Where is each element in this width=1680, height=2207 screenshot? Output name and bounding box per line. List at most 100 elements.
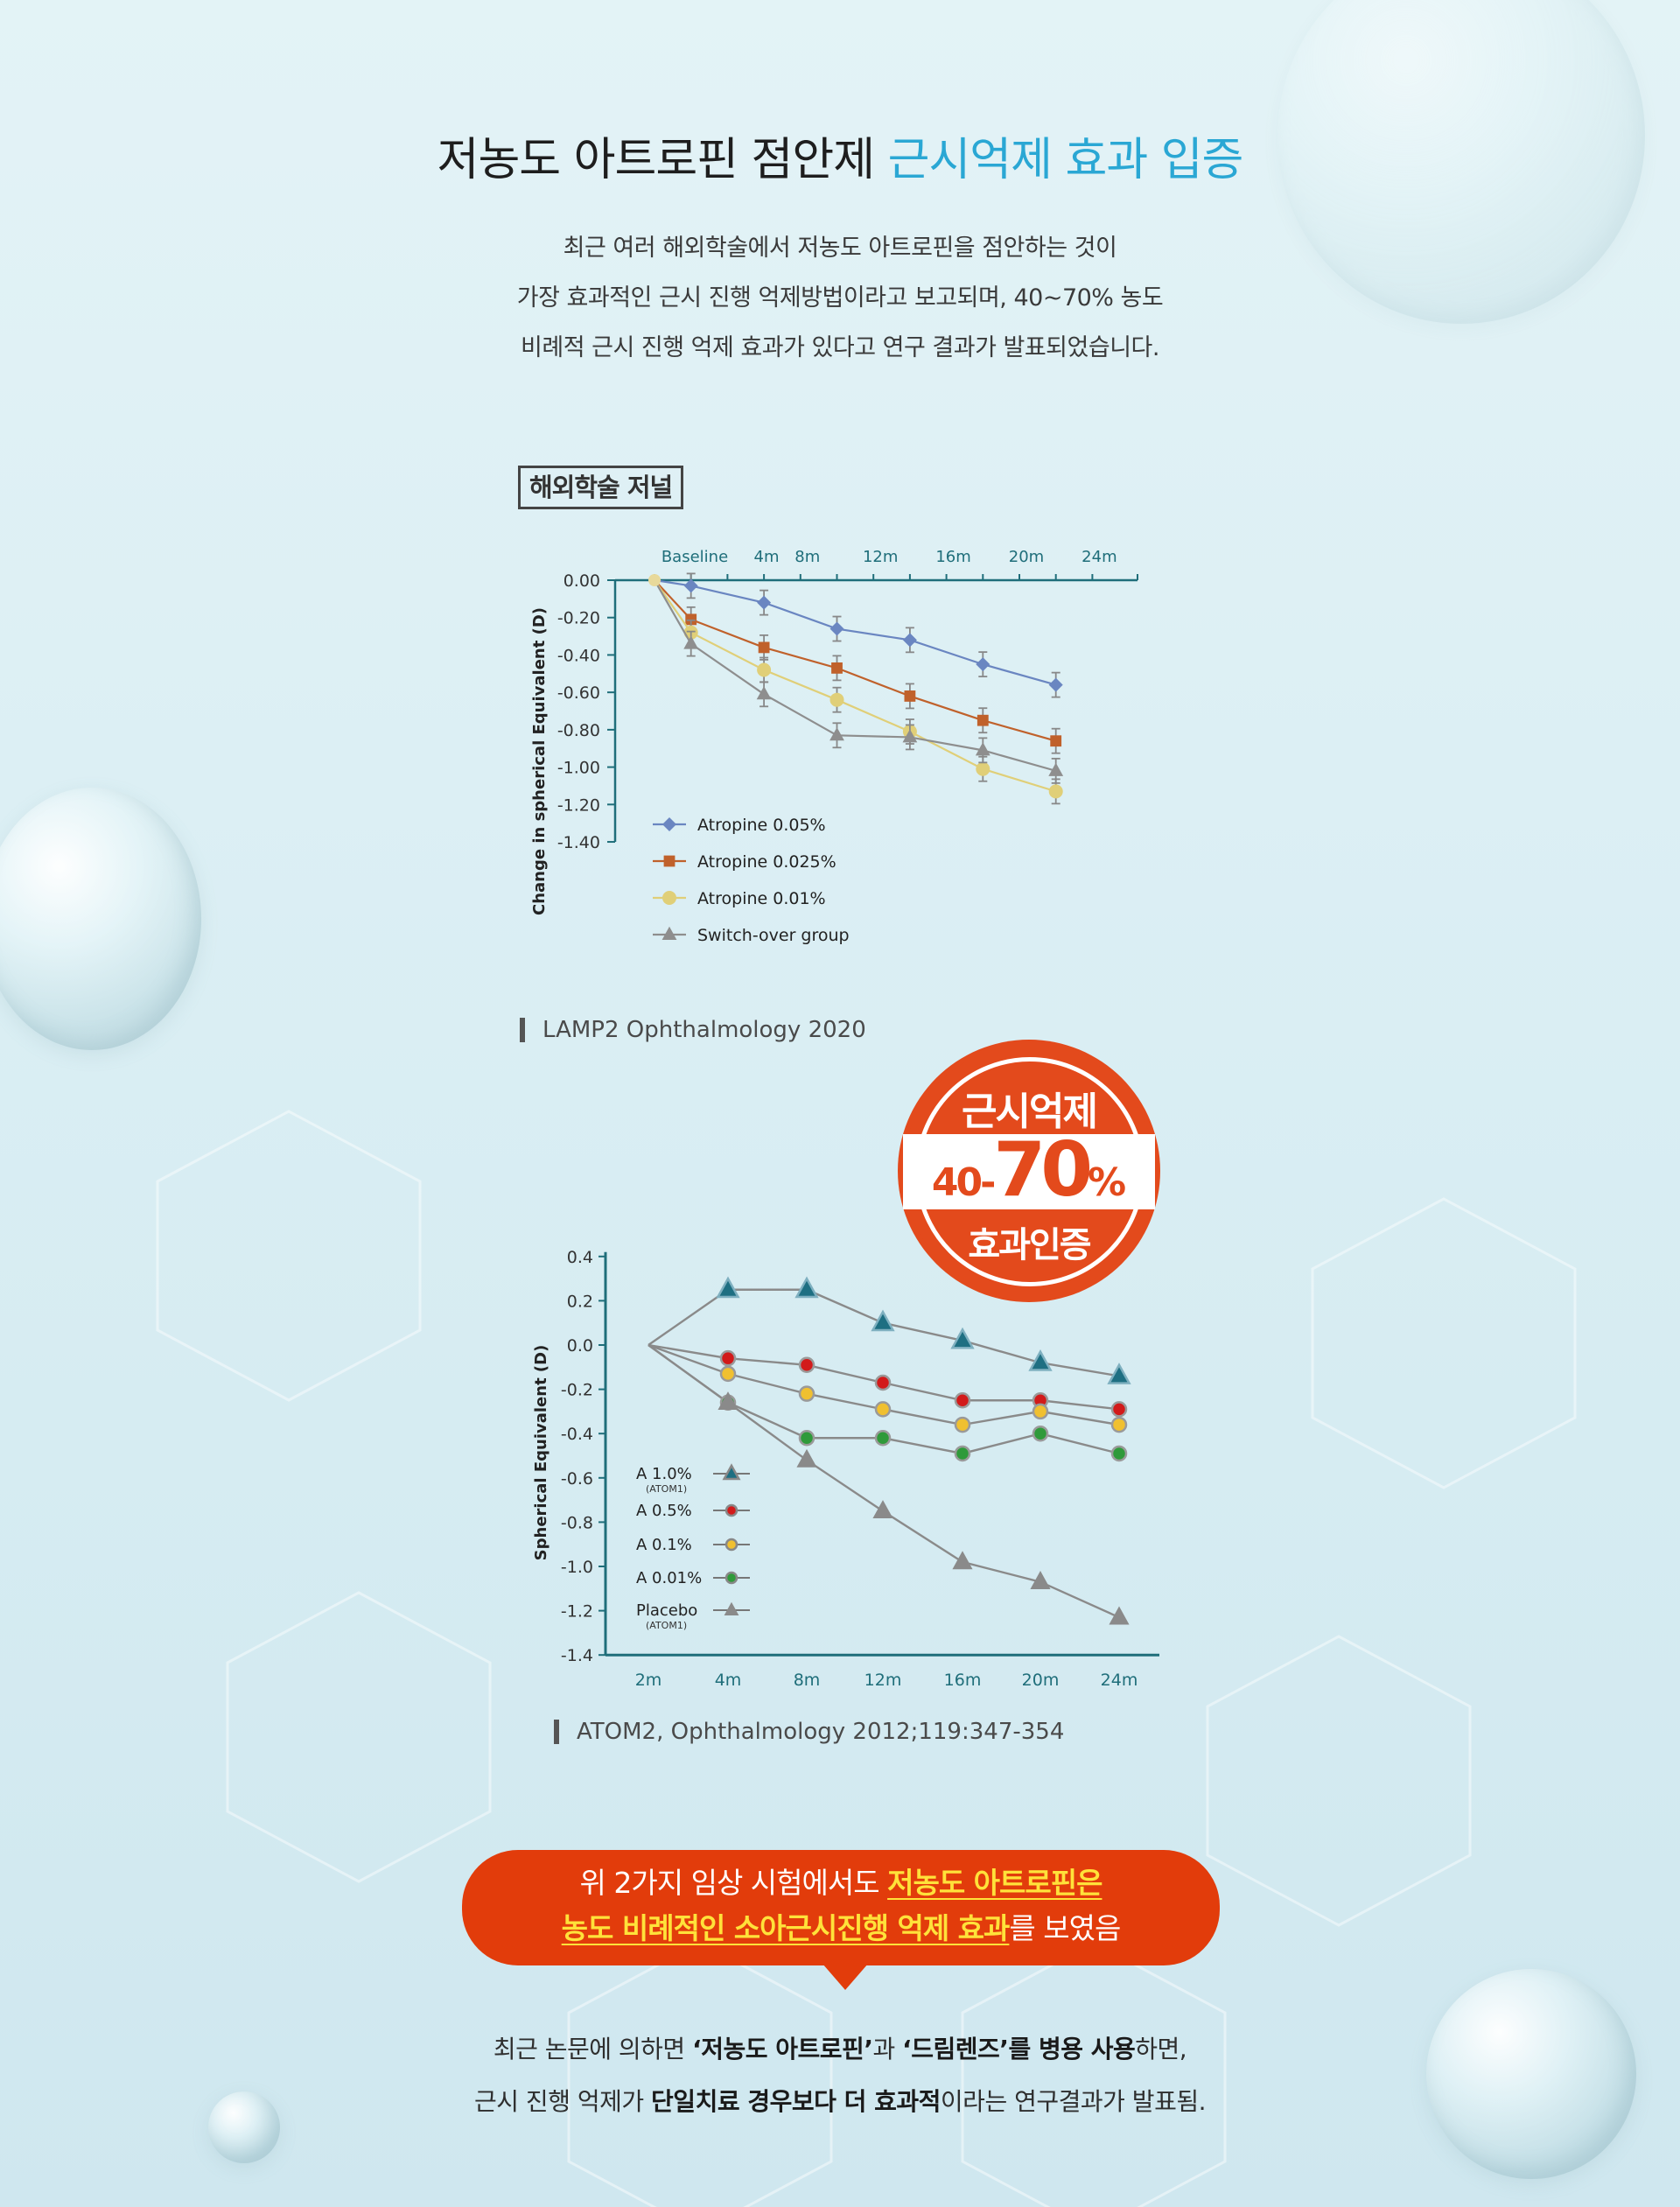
stamp-top-text: 근시억제 [962,1089,1098,1134]
data-point [874,1374,892,1391]
banner-highlight: 저농도 아트로핀은 [887,1866,1102,1900]
banner-pointer [822,1964,868,1990]
data-point [874,1430,892,1447]
chart-lamp2: 0.00 -0.20 -0.40 -0.60 -0.80 -1.00 -1.20 -1.40 B… [530,548,1138,945]
legend-note: (ATOM1) [646,1620,687,1631]
data-point [794,1276,819,1299]
data-point [904,690,916,702]
page-title-main: 저농도 아트로핀 점안제 [437,134,875,186]
legend-marker [724,1571,738,1585]
outro-bold: ‘드림렌즈’를 병용 사용 [902,2035,1136,2063]
stamp-big: 70 [993,1126,1093,1214]
y-tick-label: -1.40 [557,833,600,852]
banner-line-1: 위 2가지 임상 시험에서도 저농도 아트로핀은 [462,1860,1220,1906]
intro-line: 비례적 근시 진행 억제 효과가 있다고 연구 결과가 발표되었습니다. [521,334,1159,361]
bubble-decoration [1426,1969,1636,2179]
x-tick-label: Baseline [662,548,728,566]
legend-marker [663,855,676,867]
data-point [719,1349,737,1367]
data-point [719,1365,737,1383]
banner-text: 위 2가지 임상 시험에서도 [579,1866,888,1900]
x-tick-label: 12m [863,548,898,566]
legend-label: A 1.0% [636,1465,692,1483]
legend-label: Atropine 0.01% [697,889,826,908]
data-point [1110,1445,1128,1462]
x-tick-label: 20m [1009,548,1044,566]
source-atom2: ATOM2, Ophthalmology 2012;119:347-354 [554,1720,1064,1744]
legend-marker [662,817,676,831]
y-tick-label: -0.20 [557,609,600,628]
data-point [902,633,917,648]
data-point [1048,762,1064,776]
data-point [976,761,990,776]
journal-tag: 해외학술 저널 [518,466,684,509]
data-point [954,1392,971,1409]
data-point [756,686,772,700]
data-point [830,692,844,707]
y-tick-label: -0.2 [561,1381,593,1400]
legend-marker [662,926,677,940]
intro-text: 최근 여러 해외학술에서 저농도 아트로핀을 점안하는 것이 가장 효과적인 근… [0,223,1680,373]
stamp-pct: % [1088,1160,1127,1205]
legend-label: A 0.1% [636,1536,692,1554]
x-tick-label: 8m [794,548,820,566]
banner-highlight: 농도 비례적인 소아근시진행 억제 효과 [561,1911,1011,1945]
y-tick-label: -0.80 [557,721,600,740]
data-point [871,1309,895,1332]
page-title: 저농도 아트로핀 점안제 근시억제 효과 입증 [0,123,1680,188]
outro-text-part: 이라는 연구결과가 발표됨. [940,2087,1207,2116]
legend-label: A 0.01% [636,1569,702,1587]
data-point [902,729,918,743]
y-axis-title: Spherical Equivalent (D) [532,1345,550,1561]
data-point [1107,1363,1131,1384]
legend-label: Switch-over group [697,926,850,945]
outro-bold: 단일치료 경우보다 더 효과적 [651,2087,941,2116]
data-point [1030,1571,1051,1589]
data-point [1050,735,1062,747]
outro-line-1: 최근 논문에 의하면 ‘저농도 아트로핀’과 ‘드림렌즈’를 병용 사용하면, [0,2023,1680,2076]
efficacy-stamp: 근시억제 40-70% 효과인증 [903,1045,1155,1297]
y-tick-label: -0.6 [561,1469,593,1489]
data-point [758,641,770,654]
x-tick-label: 4m [754,548,780,566]
legend-marker [662,891,676,905]
data-point [1110,1401,1128,1418]
data-point [954,1416,971,1433]
x-tick-label: 24m [1082,548,1116,566]
data-point [950,1327,975,1349]
x-tick-label: 16m [944,1671,982,1690]
stamp-band [903,1134,1155,1209]
legend-label: Placebo [636,1601,697,1620]
y-tick-label: -1.4 [561,1646,593,1665]
x-tick-label: 20m [1022,1671,1060,1690]
data-point [1048,784,1063,799]
data-point [1048,677,1063,692]
banner-text: 를 보였음 [1009,1911,1121,1945]
legend-note: (ATOM1) [646,1483,687,1495]
y-axis-title: Change in spherical Equivalent (D) [530,607,549,915]
data-point [976,714,989,726]
outro-text-part: 하면, [1135,2035,1187,2063]
x-tick-label: 2m [635,1671,662,1690]
data-point [685,613,697,626]
data-point [830,621,844,636]
data-point [683,578,698,593]
chart-atom2: 0.4 0.2 0.0 -0.2 -0.4 -0.6 -0.8 -1.0 -1.2 -1.4 2m 4… [532,1248,1159,1690]
y-tick-label: -1.0 [561,1558,593,1577]
data-point [718,1391,738,1411]
y-tick-label: -0.4 [561,1425,593,1444]
y-tick-label: -0.60 [557,683,600,703]
summary-banner: 위 2가지 임상 시험에서도 저농도 아트로핀은 농도 비례적인 소아근시진행 … [462,1850,1220,1965]
y-tick-label: 0.4 [567,1248,593,1267]
intro-line: 가장 효과적인 근시 진행 억제방법이라고 보고되며, 40~70% 농도 [516,284,1164,312]
y-tick-label: -1.20 [557,795,600,815]
stamp-small: 40- [931,1160,996,1205]
data-point [1110,1416,1128,1433]
legend-label: Atropine 0.05% [697,816,826,835]
x-tick-label: 4m [715,1671,742,1690]
banner-line-2: 농도 비례적인 소아근시진행 억제 효과를 보였음 [462,1906,1220,1951]
data-point [798,1430,816,1447]
data-point [952,1551,973,1570]
data-point [872,1500,893,1518]
data-point [716,1276,740,1299]
